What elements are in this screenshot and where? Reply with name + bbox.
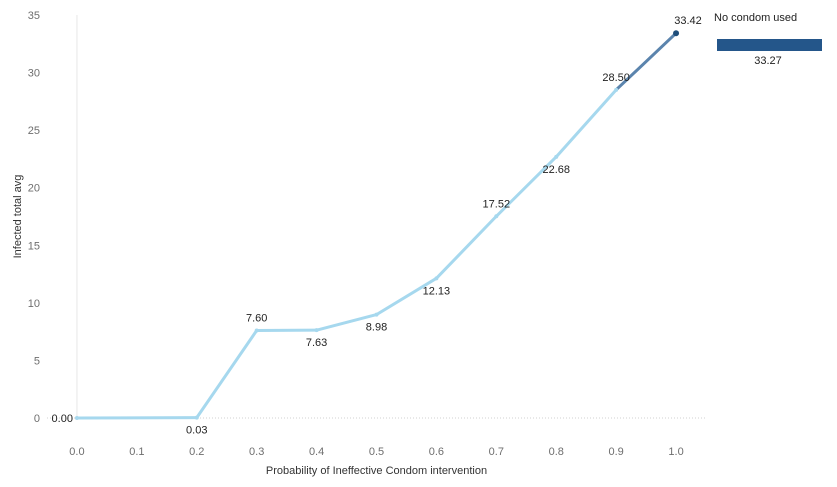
series-line-segment	[375, 276, 438, 317]
data-point[interactable]	[374, 312, 379, 317]
y-tick-label: 30	[28, 68, 40, 80]
data-labels: 0.00 0.03 7.60 7.63 8.98 12.13 17.52 22.68 28.50…	[52, 15, 702, 436]
series-line-segment	[614, 31, 678, 92]
y-tick-label: 25	[28, 125, 40, 137]
x-tick-label: 0.3	[249, 446, 264, 458]
reference-value-label: 33.27	[754, 55, 782, 67]
series-line-segment	[554, 88, 618, 159]
x-tick-label: 0.6	[429, 446, 444, 458]
series-line-segment	[434, 214, 498, 280]
x-axis-title: Probability of Ineffective Condom interv…	[266, 465, 487, 477]
series-line-segment	[195, 328, 259, 420]
x-tick-label: 1.0	[668, 446, 683, 458]
x-axis-ticks: 0.0 0.1 0.2 0.3 0.4 0.5 0.6 0.7 0.8 0.9 1.0	[69, 446, 683, 458]
series-line-segment	[494, 155, 558, 218]
reference-bar	[717, 39, 822, 51]
data-label: 7.63	[306, 337, 327, 349]
x-tick-label: 0.9	[608, 446, 623, 458]
x-tick-label: 0.7	[489, 446, 504, 458]
x-tick-label: 0.8	[549, 446, 564, 458]
data-point[interactable]	[614, 87, 619, 92]
data-point[interactable]	[434, 276, 439, 281]
y-tick-label: 10	[28, 298, 40, 310]
reference-title: No condom used	[714, 12, 797, 24]
data-point[interactable]	[194, 415, 199, 420]
y-tick-label: 35	[28, 10, 40, 22]
data-label: 17.52	[483, 198, 511, 210]
series-line	[75, 31, 678, 420]
data-point[interactable]	[314, 328, 319, 333]
series-line-segment	[315, 313, 378, 332]
data-label: 28.50	[602, 72, 630, 84]
data-label: 0.03	[186, 425, 207, 437]
reference-panel: No condom used 33.27	[714, 12, 822, 67]
y-axis-title: Infected total avg	[12, 175, 24, 259]
x-tick-label: 0.2	[189, 446, 204, 458]
y-tick-label: 5	[34, 355, 40, 367]
x-tick-label: 0.1	[129, 446, 144, 458]
data-point[interactable]	[673, 30, 680, 37]
series-points	[74, 30, 680, 420]
data-point[interactable]	[494, 214, 499, 219]
data-label: 12.13	[423, 285, 451, 297]
data-point[interactable]	[254, 328, 259, 333]
data-point[interactable]	[74, 416, 79, 420]
data-label: 33.42	[674, 15, 702, 27]
data-label: 0.00	[52, 413, 73, 425]
y-tick-label: 20	[28, 183, 40, 195]
data-label: 7.60	[246, 312, 267, 324]
x-tick-label: 0.4	[309, 446, 324, 458]
data-label: 22.68	[542, 164, 570, 176]
y-axis-ticks: 0 5 10 15 20 25 30 35	[28, 10, 40, 425]
data-label: 8.98	[366, 322, 387, 334]
x-tick-label: 0.0	[69, 446, 84, 458]
x-tick-label: 0.5	[369, 446, 384, 458]
y-tick-label: 0	[34, 413, 40, 425]
y-tick-label: 15	[28, 240, 40, 252]
data-point[interactable]	[554, 154, 559, 159]
